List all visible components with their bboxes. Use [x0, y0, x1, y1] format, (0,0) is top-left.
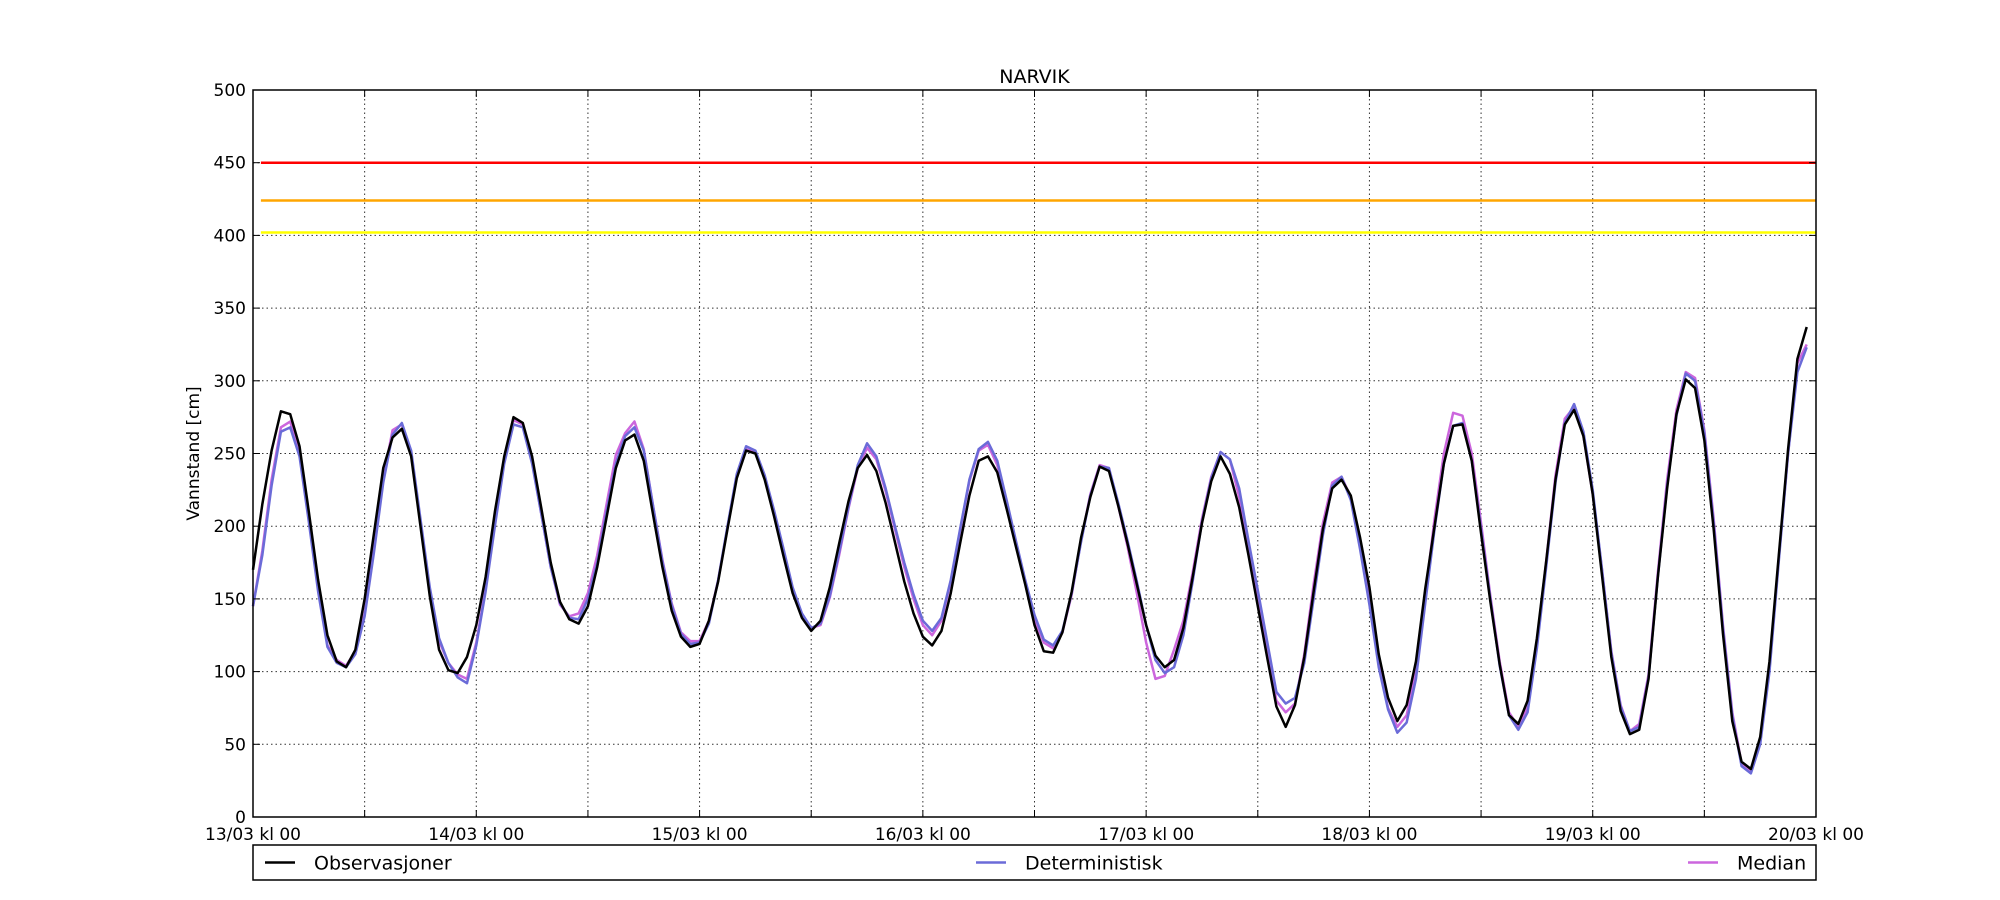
legend-label: Observasjoner: [314, 853, 452, 875]
x-tick-label: 13/03 kl 00: [205, 825, 301, 845]
x-tick-label: 19/03 kl 00: [1545, 825, 1641, 845]
x-tick-label: 17/03 kl 00: [1098, 825, 1194, 845]
x-tick-label: 15/03 kl 00: [652, 825, 748, 845]
legend-label: Median: [1737, 853, 1806, 875]
legend: Observasjoner Deterministisk Median: [252, 844, 1817, 881]
y-tick-label: 0: [235, 808, 246, 828]
axis-ticks: 0 50 100 150 200 250 300 350 400 450 500 13/03 kl 0…: [205, 81, 1864, 845]
y-tick-label: 450: [214, 154, 246, 174]
x-tick-label: 18/03 kl 00: [1321, 825, 1417, 845]
grid: [253, 90, 1816, 817]
legend-label: Deterministisk: [1025, 853, 1163, 875]
legend-frame: [252, 844, 1817, 881]
y-tick-label: 250: [214, 445, 246, 465]
series-line-median: [251, 343, 1808, 772]
y-tick-label: 500: [214, 81, 246, 101]
x-tick-label: 20/03 kl 00: [1768, 825, 1864, 845]
y-tick-label: 150: [214, 590, 246, 610]
series-lines: [251, 326, 1808, 775]
y-tick-label: 300: [214, 372, 246, 392]
x-tick-label: 16/03 kl 00: [875, 825, 971, 845]
x-tick-label: 14/03 kl 00: [428, 825, 524, 845]
y-tick-label: 50: [224, 735, 246, 755]
y-tick-label: 200: [214, 517, 246, 537]
threshold-lines: [260, 161, 1816, 234]
y-axis-label: Vannstand [cm]: [184, 386, 204, 520]
y-tick-label: 400: [214, 226, 246, 246]
series-line-observasjoner: [251, 326, 1808, 771]
y-tick-label: 350: [214, 299, 246, 319]
y-tick-label: 100: [214, 663, 246, 683]
chart-title: NARVIK: [999, 66, 1070, 88]
